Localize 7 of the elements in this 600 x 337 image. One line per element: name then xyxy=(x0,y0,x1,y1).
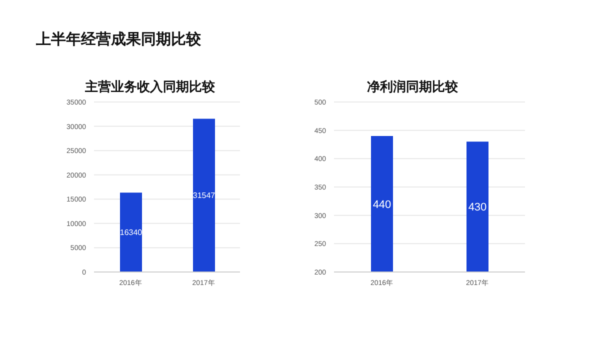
data-label: 16340 xyxy=(120,228,143,238)
text: 上半年经营成果同期比较 xyxy=(36,30,201,49)
chart-title: 净利润同期比较 xyxy=(366,78,459,96)
data-label: 430 xyxy=(468,202,487,214)
chart-title: 主营业务收入同期比较 xyxy=(84,78,216,96)
data-label: 440 xyxy=(372,198,392,211)
data-label: 31547 xyxy=(192,191,216,200)
